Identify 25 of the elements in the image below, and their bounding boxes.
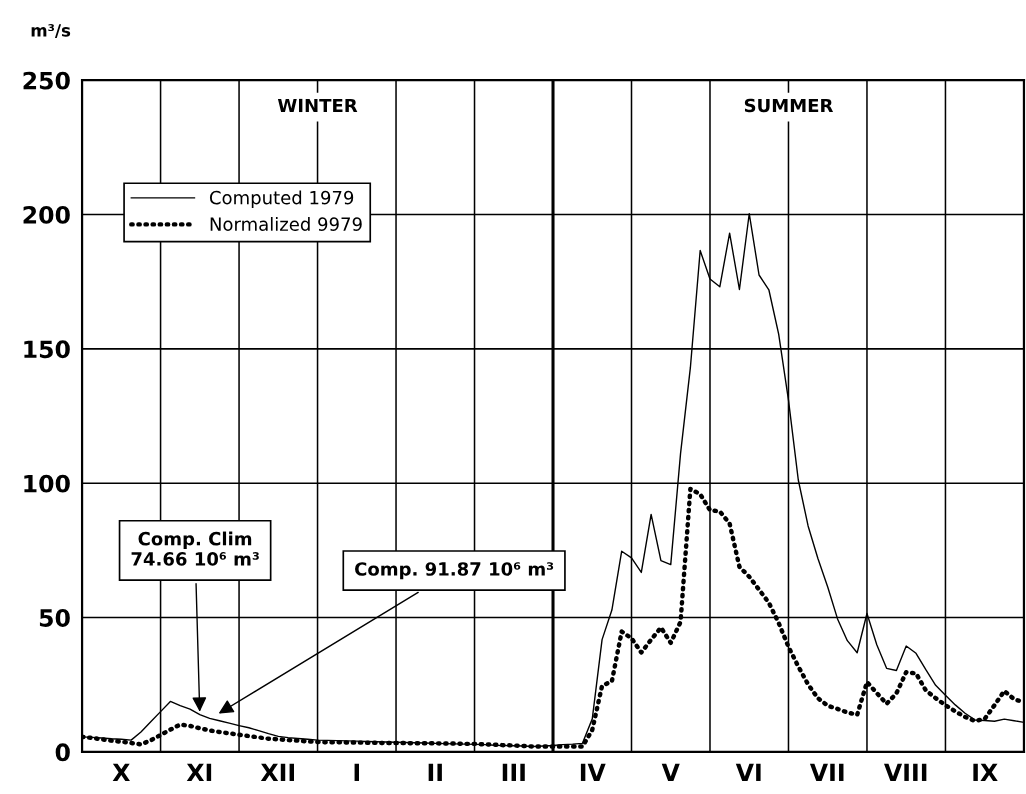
x-tick-label: VI: [735, 763, 761, 781]
annotation: Comp. Clim 74.66 10⁶ m³: [131, 531, 259, 566]
x-tick-label: X: [112, 763, 130, 781]
annotation: Comp. 91.87 10⁶ m³: [355, 562, 554, 580]
x-tick-label: II: [428, 763, 442, 781]
y-tick-label: 50: [39, 609, 70, 627]
x-tick-label: V: [661, 763, 680, 781]
x-tick-label: III: [502, 763, 525, 781]
x-tick-label: XII: [260, 763, 295, 781]
x-tick-label: VII: [809, 763, 844, 781]
annotation: SUMMER: [744, 98, 834, 113]
legend-label: Normalized 9979: [210, 216, 362, 231]
y-axis-title: m³/s: [31, 24, 71, 38]
x-tick-label: XI: [186, 763, 212, 781]
annotation: WINTER: [277, 98, 358, 113]
y-tick-label: 250: [23, 71, 70, 90]
y-tick-label: 0: [55, 743, 70, 762]
x-tick-label: IV: [580, 763, 606, 781]
x-tick-label: VIII: [884, 763, 927, 781]
y-tick-label: 100: [24, 474, 70, 493]
legend-label: Computed 1979: [209, 190, 354, 208]
y-tick-label: 200: [23, 205, 70, 224]
y-tick-label: 150: [24, 340, 70, 359]
x-tick-label: I: [354, 763, 360, 781]
x-tick-label: IX: [973, 763, 998, 781]
